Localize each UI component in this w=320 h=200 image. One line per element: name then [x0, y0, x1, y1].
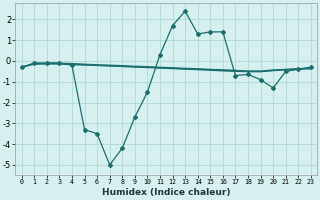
X-axis label: Humidex (Indice chaleur): Humidex (Indice chaleur)	[102, 188, 230, 197]
